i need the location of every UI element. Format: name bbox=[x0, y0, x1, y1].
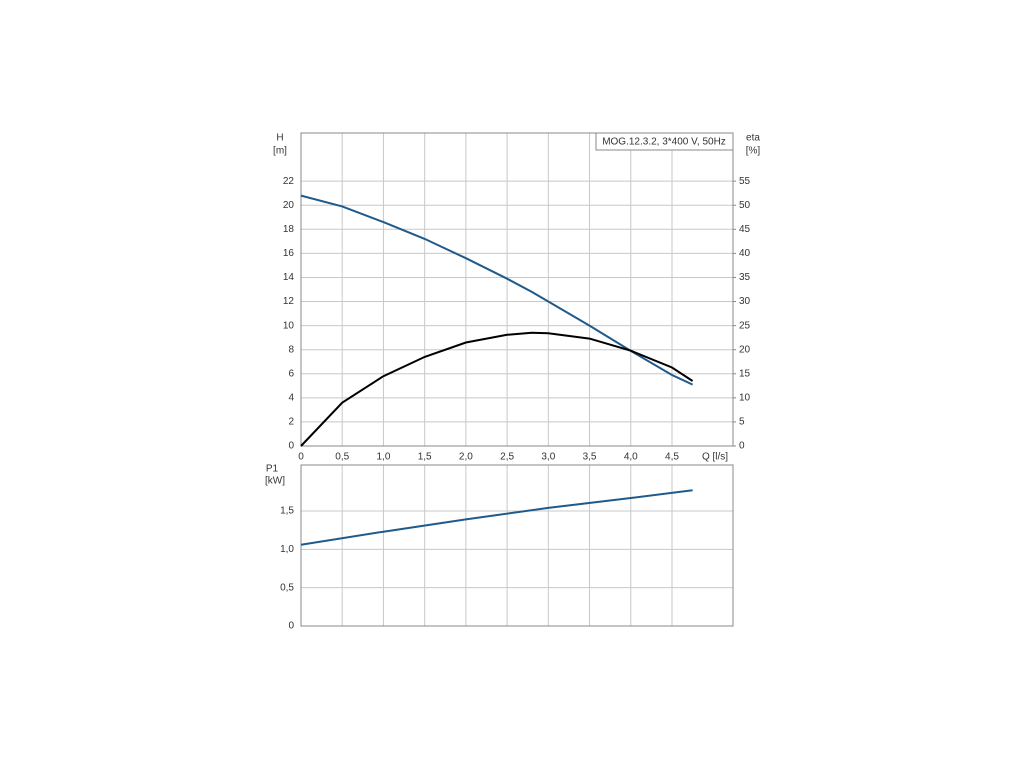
x-tick-label: 2,5 bbox=[500, 452, 514, 463]
y-axis-label: H bbox=[276, 133, 283, 144]
y2-tick-label: 0 bbox=[739, 441, 745, 452]
x-tick-label: 3,5 bbox=[583, 452, 597, 463]
plot-frame bbox=[300, 464, 734, 627]
title-box bbox=[595, 132, 734, 151]
y-axis-unit: [kW] bbox=[265, 476, 285, 487]
x-tick-label: 4,0 bbox=[624, 452, 638, 463]
x-tick-label: 0 bbox=[298, 452, 304, 463]
y2-tick-label: 45 bbox=[739, 224, 751, 235]
y-axis-label: P1 bbox=[266, 464, 279, 475]
y2-tick-label: 30 bbox=[739, 296, 751, 307]
y2-tick-label: 20 bbox=[739, 344, 751, 355]
y2-tick-label: 15 bbox=[739, 368, 751, 379]
y-tick-label: 12 bbox=[283, 296, 295, 307]
y-tick-label: 16 bbox=[283, 248, 295, 259]
y-tick-label: 22 bbox=[283, 176, 295, 187]
y2-tick-label: 10 bbox=[739, 392, 751, 403]
plot-area bbox=[300, 464, 734, 627]
y-tick-label: 10 bbox=[283, 320, 295, 331]
y-tick-label: 18 bbox=[283, 224, 295, 235]
x-axis-label: Q [l/s] bbox=[702, 452, 728, 463]
y2-tick-label: 50 bbox=[739, 200, 751, 211]
y-tick-label: 8 bbox=[288, 344, 294, 355]
y-tick-label: 20 bbox=[283, 200, 295, 211]
series-line bbox=[300, 194, 694, 386]
y-tick-label: 0 bbox=[288, 441, 294, 452]
plot-frame bbox=[300, 132, 734, 447]
y-tick-label: 4 bbox=[288, 392, 294, 403]
y-tick-label: 6 bbox=[288, 368, 294, 379]
y2-tick-label: 5 bbox=[739, 417, 745, 428]
series-line bbox=[300, 331, 694, 447]
y2-tick-label: 35 bbox=[739, 272, 751, 283]
series-line bbox=[300, 489, 693, 546]
x-tick-label: 3,0 bbox=[541, 452, 555, 463]
y2-tick-label: 55 bbox=[739, 176, 751, 187]
x-tick-label: 2,0 bbox=[459, 452, 473, 463]
y-tick-label: 0 bbox=[288, 621, 294, 632]
chart-title: MOG.12.3.2, 3*400 V, 50Hz bbox=[602, 137, 726, 148]
x-tick-label: 1,0 bbox=[376, 452, 390, 463]
x-tick-label: 4,5 bbox=[665, 452, 679, 463]
y-tick-label: 1,0 bbox=[280, 544, 294, 555]
y-tick-label: 2 bbox=[288, 417, 294, 428]
y2-tick-label: 25 bbox=[739, 320, 751, 331]
y-tick-label: 1,5 bbox=[280, 506, 294, 517]
plot-area bbox=[300, 132, 734, 447]
y-tick-label: 0,5 bbox=[280, 582, 294, 593]
y-tick-label: 14 bbox=[283, 272, 295, 283]
y-axis-unit: [m] bbox=[273, 146, 287, 157]
x-tick-label: 0,5 bbox=[335, 452, 349, 463]
x-tick-label: 1,5 bbox=[418, 452, 432, 463]
y2-axis-label: eta bbox=[746, 133, 760, 144]
y2-tick-label: 40 bbox=[739, 248, 751, 259]
y2-axis-unit: [%] bbox=[746, 146, 761, 157]
